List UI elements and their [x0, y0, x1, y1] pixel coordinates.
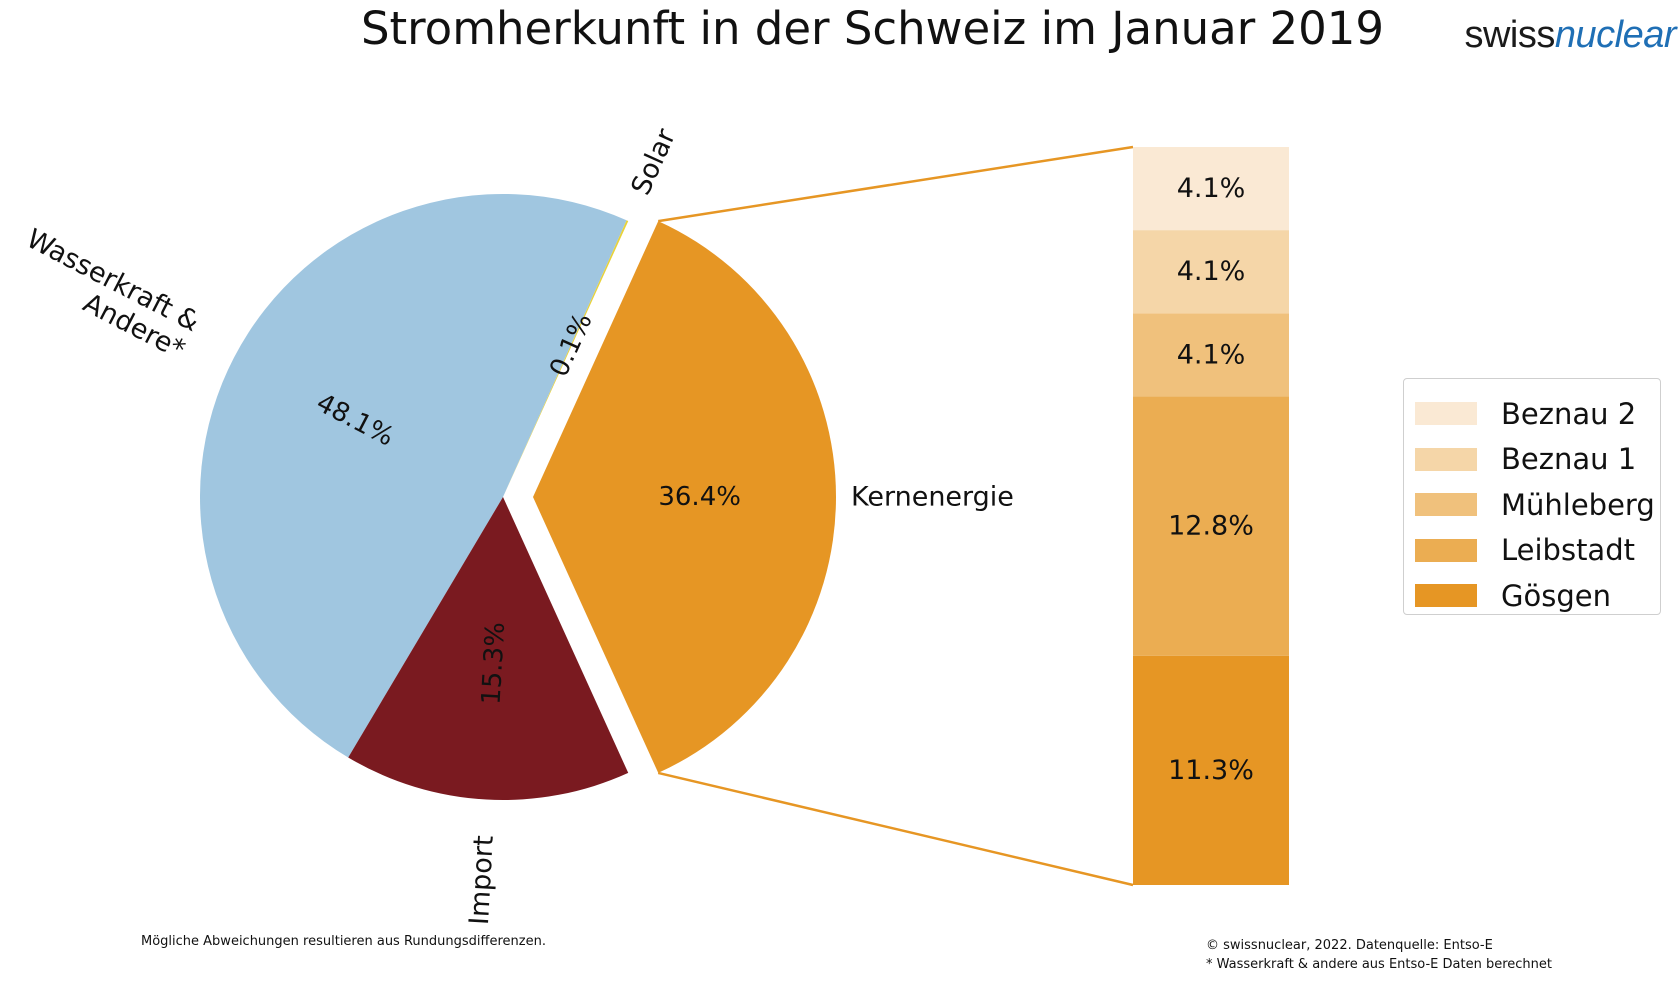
- pie-slice-import: [348, 497, 629, 800]
- connector-line-top: [658, 145, 1134, 223]
- pie-chart: 36.4% Kernenergie0.1%Solar48.1%Wasserkraf…: [7, 123, 1014, 926]
- bar-label-muhleberg: 4.1%: [1177, 339, 1246, 370]
- pie-slice-wasserkraft-andere: [200, 194, 627, 758]
- pie-slice-solar: [503, 220, 629, 497]
- legend-label: Mühleberg: [1501, 487, 1655, 522]
- legend-swatch: [1415, 402, 1477, 426]
- pie-slice-kernenergie: [533, 221, 837, 773]
- bar-label-beznau-2: 4.1%: [1177, 173, 1246, 204]
- bar-segment-gosgen: [1133, 655, 1289, 885]
- category-label-import: Import: [464, 835, 500, 926]
- bar-label-gosgen: 11.3%: [1168, 755, 1254, 786]
- bar-segment-beznau-2: [1133, 147, 1289, 231]
- legend-swatch: [1415, 584, 1477, 608]
- connector-lines: [657, 145, 1134, 887]
- legend-swatch: [1415, 447, 1477, 471]
- legend-label: Beznau 1: [1501, 442, 1637, 477]
- category-label-kernenergie: Kernenergie: [851, 482, 1014, 513]
- bar-segment-leibstadt: [1133, 396, 1289, 656]
- copyright-note: © swissnuclear, 2022. Datenquelle: Entso…: [1206, 938, 1493, 953]
- legend-item-beznau-2: Beznau 2: [1415, 391, 1660, 437]
- bar-label-leibstadt: 12.8%: [1168, 511, 1254, 542]
- category-label-wasserkraft-andere: Wasserkraft &Andere*: [7, 223, 204, 365]
- legend-item-gosgen: Gösgen: [1415, 573, 1660, 619]
- legend-item-muhleberg: Mühleberg: [1415, 482, 1660, 528]
- legend-swatch: [1415, 493, 1477, 517]
- legend-swatch: [1415, 538, 1477, 562]
- legend-label: Leibstadt: [1501, 533, 1635, 568]
- category-label-solar: Solar: [626, 123, 683, 199]
- rounding-note: Mögliche Abweichungen resultieren aus Ru…: [141, 934, 546, 949]
- legend-item-leibstadt: Leibstadt: [1415, 528, 1660, 574]
- pct-label-import: 15.3%: [477, 621, 511, 705]
- legend-label: Gösgen: [1501, 578, 1611, 613]
- swissnuclear-logo: swissnuclear: [1464, 14, 1676, 57]
- bar-label-beznau-1: 4.1%: [1177, 256, 1246, 287]
- bar-segment-beznau-1: [1133, 230, 1289, 314]
- logo-part-swiss: swiss: [1464, 14, 1555, 56]
- legend-label: Beznau 2: [1501, 396, 1637, 431]
- connector-line-bottom: [657, 771, 1134, 887]
- legend-item-beznau-1: Beznau 1: [1415, 437, 1660, 483]
- legend: Beznau 2 Beznau 1 Mühleberg Leibstadt Gösgen: [1403, 378, 1661, 615]
- stacked-bar: 11.3% 12.8% 4.1% 4.1% 4.1%: [1133, 147, 1289, 885]
- logo-part-nuclear: nuclear: [1554, 14, 1677, 56]
- bar-segment-muhleberg: [1133, 313, 1289, 397]
- footnote: * Wasserkraft & andere aus Entso-E Daten…: [1206, 957, 1552, 972]
- source-notes: © swissnuclear, 2022. Datenquelle: Entso…: [1206, 936, 1552, 974]
- chart-title: Stromherkunft in der Schweiz im Januar 2…: [360, 2, 1385, 55]
- pct-label-kernenergie: 36.4%: [658, 482, 741, 512]
